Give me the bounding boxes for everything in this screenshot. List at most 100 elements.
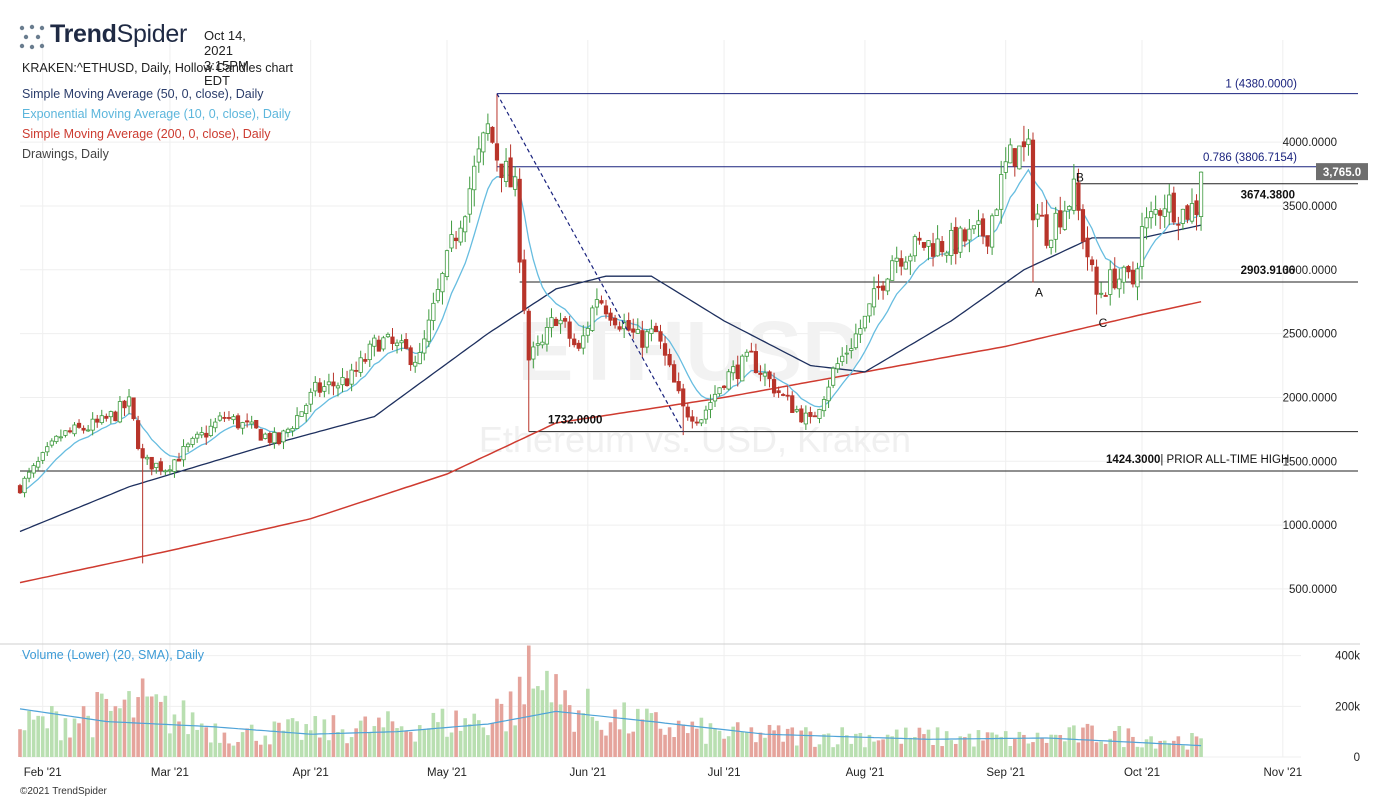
volume-bar (749, 727, 754, 757)
volume-bar (1099, 741, 1103, 757)
volume-bar (154, 694, 159, 757)
volume-bar (140, 678, 145, 757)
volume-bar (99, 693, 104, 757)
volume-bar (894, 729, 899, 757)
volume-bar (681, 724, 686, 757)
volume-bar (268, 744, 272, 757)
legend-ema10[interactable]: Exponential Moving Average (10, 0, close… (22, 107, 291, 121)
volume-bar (981, 740, 985, 757)
candle-body (885, 278, 890, 292)
candle-body (363, 359, 368, 362)
candle-body (576, 342, 581, 349)
candle-body (317, 382, 322, 393)
volume-bar (872, 741, 876, 757)
candle-body (40, 452, 45, 461)
candle-body (990, 215, 995, 248)
candle-body (226, 417, 232, 419)
candle-body (658, 331, 663, 342)
legend-volume[interactable]: Volume (Lower) (20, SMA), Daily (22, 648, 205, 662)
candle-body (1094, 266, 1099, 295)
volume-bar (367, 731, 372, 757)
candle-body (785, 394, 790, 397)
candle-body (467, 188, 472, 215)
candle-body (208, 425, 213, 436)
candle-body (1049, 239, 1054, 249)
volume-bar (953, 743, 958, 757)
candle-body (685, 406, 690, 418)
volume-bar (422, 729, 427, 757)
candle-body (553, 318, 559, 327)
legend-sma50[interactable]: Simple Moving Average (50, 0, close), Da… (22, 87, 264, 101)
volume-bar (676, 720, 681, 757)
volume-bar (1044, 742, 1049, 757)
volume-bar (1131, 736, 1135, 757)
candle-body (1053, 212, 1058, 240)
candle-body (635, 329, 640, 334)
candle-body (703, 409, 709, 420)
candle-body (803, 412, 808, 425)
fib-label-1: 1 (4380.0000) (1225, 79, 1297, 91)
candle-body (762, 372, 768, 377)
volume-bar (1067, 727, 1072, 757)
volume-bar (672, 737, 676, 757)
volume-bar (168, 733, 172, 757)
y-tick-label: 2000.0000 (1283, 392, 1337, 404)
watermark-name: Ethereum vs. USD, Kraken (479, 419, 911, 460)
volume-bar (849, 743, 854, 757)
x-tick-label: Nov '21 (1264, 767, 1303, 779)
candle-body (699, 419, 704, 424)
candle-body (958, 227, 963, 253)
volume-bar (254, 740, 259, 757)
volume-bars (18, 645, 1203, 757)
candle-body (1167, 194, 1172, 213)
candle-body (1021, 141, 1027, 148)
volume-bar (976, 730, 981, 757)
volume-bar (540, 690, 545, 757)
candle-body (994, 209, 999, 216)
volume-bar (458, 730, 463, 757)
legend-sma200[interactable]: Simple Moving Average (200, 0, close), D… (22, 127, 271, 141)
candle-body (499, 163, 504, 179)
candle-body (731, 366, 736, 374)
volume-bar (776, 725, 781, 757)
candle-body (99, 415, 104, 424)
candle-body (67, 430, 73, 433)
volume-bar (876, 740, 881, 757)
candle-body (349, 369, 354, 385)
candle-body (213, 421, 218, 429)
candle-body (1162, 208, 1167, 217)
candle-body (531, 346, 536, 360)
candle-body (681, 388, 686, 407)
volume-bar (149, 696, 154, 757)
volume-bar (1126, 728, 1131, 757)
volume-bar (204, 727, 209, 757)
volume-bar (190, 712, 195, 757)
x-tick-label: Apr '21 (293, 767, 329, 779)
candle-body (1180, 208, 1185, 224)
legend-drawings[interactable]: Drawings, Daily (22, 147, 109, 161)
candle-body (1039, 214, 1045, 217)
candle-body (912, 236, 917, 257)
volume-bar (299, 739, 304, 757)
candle-body (844, 352, 849, 355)
candle-body (372, 337, 377, 347)
candle-body (890, 260, 895, 281)
candle-body (86, 429, 91, 432)
volume-bar (113, 706, 118, 757)
sma50-line (19, 224, 1202, 533)
volume-bar (581, 713, 586, 757)
volume-bar (249, 724, 254, 757)
volume-bar (286, 719, 290, 757)
candle-body (381, 337, 386, 350)
volume-bar (690, 721, 695, 757)
volume-bar (785, 728, 790, 757)
candle-body (154, 462, 159, 468)
volume-bar (290, 718, 295, 757)
candle-body (1085, 237, 1090, 258)
candle-body (967, 228, 972, 241)
candle-body (17, 485, 23, 494)
candle-body (976, 220, 981, 225)
volume-bar (127, 691, 131, 757)
volume-bar (18, 729, 22, 757)
candle-body (558, 319, 563, 325)
